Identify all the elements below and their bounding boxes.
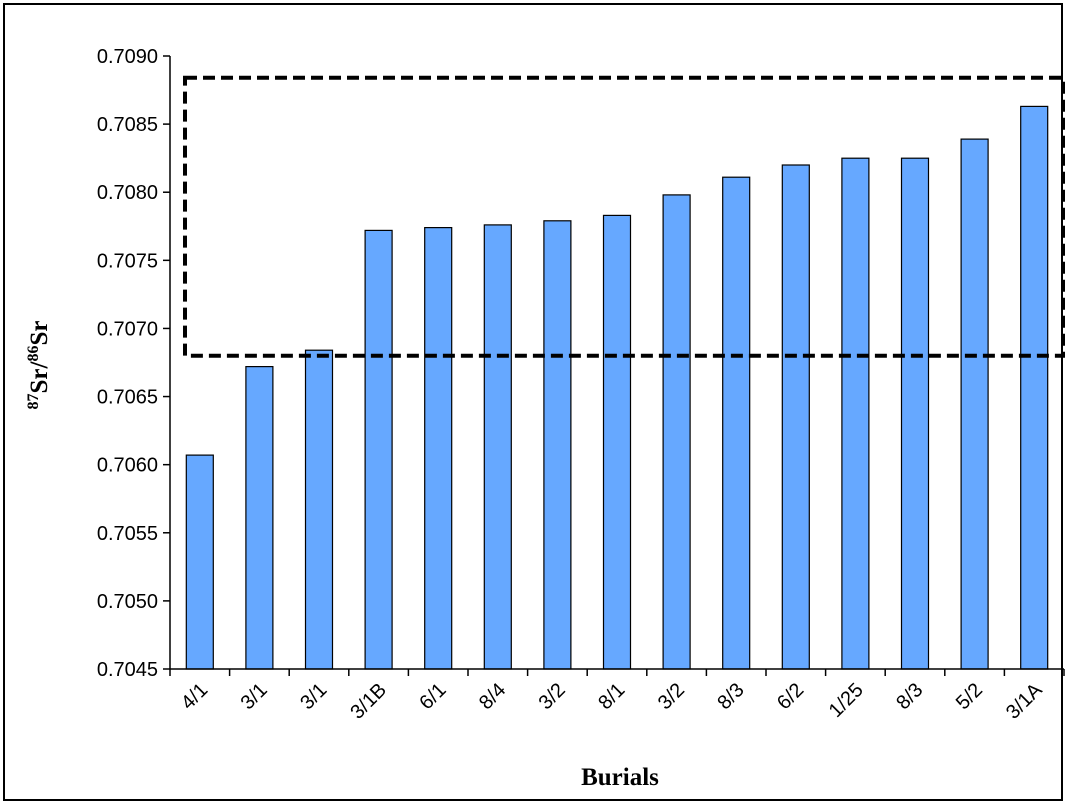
bar-5 [424,227,453,670]
x-tick-label-12: 1/25 [825,679,868,722]
bar-3 [304,349,334,670]
y-tick-label-10: 0.7090 [97,46,158,68]
y-tick-label-5: 0.7065 [97,387,158,409]
x-tick-label-15: 3/1A [1002,679,1047,724]
y-tick-label-6: 0.7070 [97,318,158,340]
highlight-dashed-box [183,75,1065,358]
y-tick-label-8: 0.7080 [97,182,158,204]
bar-4 [364,229,393,670]
y-tick-label-3: 0.7055 [97,523,158,545]
chart-frame [3,3,1063,801]
x-tick-label-6: 8/4 [475,679,510,714]
bar-6 [483,224,512,670]
bar-12 [841,157,870,670]
y-tick-label-1: 0.7045 [97,659,158,681]
x-tick-label-5: 6/1 [415,679,450,714]
bar-8 [602,214,632,670]
x-tick-label-10: 8/3 [713,679,748,714]
x-tick-label-4: 3/1B [346,679,391,724]
x-tick-label-14: 5/2 [952,679,987,714]
x-tick-label-1: 4/1 [177,679,212,714]
highlight-box-layer [183,75,1065,358]
bar-15 [1020,105,1049,670]
x-tick-label-3: 3/1 [296,679,331,714]
x-axis-title: Burials [581,764,659,791]
x-tick-label-13: 8/3 [892,679,927,714]
y-axis-title-base2: Sr [26,321,53,346]
bar-7 [543,220,572,670]
y-axis-title: 87Sr/86Sr [25,321,53,410]
y-tick-label-4: 0.7060 [97,455,158,477]
x-tick-label-8: 8/1 [594,679,629,714]
bar-2 [245,366,274,670]
y-tick-label-9: 0.7085 [97,114,158,136]
y-axis-title-sup1: 87 [25,393,42,409]
y-axis-title-sup2: 86 [25,346,42,362]
tick-labels-layer: 0.7045 0.7050 0.7055 0.7060 0.7065 0.7070 0.70… [97,46,1047,724]
x-tick-label-7: 3/2 [535,679,570,714]
bar-11 [781,164,810,670]
y-axis-title-base1: Sr/ [26,360,53,393]
bar-9 [662,194,691,670]
axes-layer [163,55,1065,676]
bar-10 [722,176,751,670]
bar-13 [900,157,930,670]
bar-1 [185,454,214,670]
bar-14 [960,138,989,670]
bars-layer [185,105,1049,670]
x-tick-label-9: 3/2 [654,679,689,714]
x-tick-label-2: 3/1 [237,679,272,714]
y-tick-label-2: 0.7050 [97,591,158,613]
x-tick-label-11: 6/2 [773,679,808,714]
y-tick-label-7: 0.7075 [97,250,158,272]
